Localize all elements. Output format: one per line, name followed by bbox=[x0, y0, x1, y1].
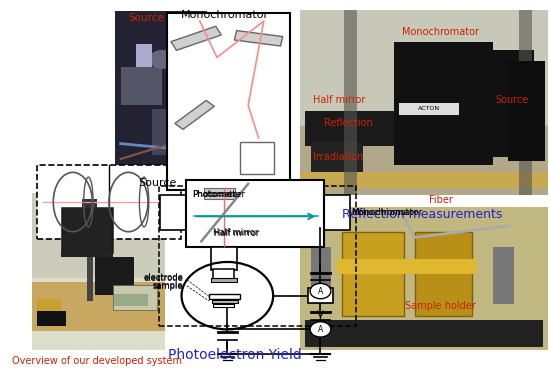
Bar bbox=[323, 195, 350, 230]
Bar bbox=[95, 257, 134, 295]
Text: Reflection: Reflection bbox=[323, 118, 372, 128]
Text: Photoelectron Yield: Photoelectron Yield bbox=[168, 348, 302, 362]
Bar bbox=[116, 11, 207, 174]
Text: Monochromator: Monochromator bbox=[181, 10, 269, 20]
Bar bbox=[508, 61, 545, 161]
Bar bbox=[160, 195, 186, 230]
Text: Monochromator: Monochromator bbox=[351, 208, 422, 217]
Bar bbox=[81, 199, 97, 209]
Circle shape bbox=[149, 50, 175, 69]
Bar bbox=[311, 142, 362, 172]
Bar bbox=[113, 285, 157, 310]
Text: Monochromator: Monochromator bbox=[351, 208, 417, 218]
Bar bbox=[482, 50, 535, 157]
Bar bbox=[415, 232, 472, 316]
Text: sample: sample bbox=[153, 282, 184, 291]
Bar bbox=[168, 13, 290, 190]
Bar bbox=[152, 109, 178, 155]
Text: Reflection measurements: Reflection measurements bbox=[342, 208, 503, 221]
Text: Half mirror: Half mirror bbox=[213, 228, 258, 237]
Polygon shape bbox=[234, 31, 283, 46]
Text: Half mirror: Half mirror bbox=[214, 229, 260, 238]
Bar bbox=[211, 247, 236, 270]
Polygon shape bbox=[175, 100, 214, 129]
Bar bbox=[213, 269, 234, 280]
Bar bbox=[240, 142, 274, 174]
Text: Photometer: Photometer bbox=[192, 190, 241, 199]
Text: Photometer: Photometer bbox=[192, 190, 245, 198]
Bar bbox=[204, 195, 235, 199]
Bar bbox=[136, 44, 152, 67]
Bar bbox=[120, 67, 162, 105]
Bar bbox=[213, 304, 234, 307]
Bar bbox=[394, 42, 493, 165]
Text: Sample holder: Sample holder bbox=[405, 301, 476, 311]
Bar bbox=[308, 288, 333, 303]
Bar bbox=[114, 294, 148, 306]
Bar bbox=[37, 299, 61, 314]
Text: sample: sample bbox=[152, 281, 183, 290]
Text: Overview of our developed system: Overview of our developed system bbox=[12, 356, 182, 366]
Text: Half mirror: Half mirror bbox=[313, 95, 366, 105]
Bar bbox=[32, 193, 165, 278]
Bar bbox=[63, 208, 111, 251]
Bar bbox=[61, 207, 113, 253]
Bar bbox=[61, 251, 113, 257]
Bar bbox=[344, 10, 358, 195]
Bar bbox=[342, 232, 404, 316]
Bar bbox=[32, 282, 165, 331]
Bar bbox=[399, 103, 459, 115]
Bar bbox=[37, 165, 180, 239]
Circle shape bbox=[310, 283, 331, 299]
Bar bbox=[300, 10, 548, 195]
Text: electrode: electrode bbox=[144, 274, 184, 283]
Text: Irradiation: Irradiation bbox=[313, 152, 364, 162]
Bar bbox=[32, 193, 165, 350]
Bar bbox=[186, 180, 323, 247]
Bar bbox=[305, 320, 543, 347]
Bar bbox=[493, 247, 514, 304]
Polygon shape bbox=[171, 26, 221, 50]
Text: Monochromator: Monochromator bbox=[402, 27, 479, 37]
Circle shape bbox=[174, 83, 192, 97]
Bar bbox=[305, 111, 394, 146]
Text: ACTON: ACTON bbox=[418, 106, 441, 111]
Bar bbox=[211, 278, 236, 282]
Bar bbox=[209, 294, 240, 299]
Bar bbox=[87, 201, 93, 301]
Text: A: A bbox=[318, 286, 323, 296]
Circle shape bbox=[310, 322, 331, 337]
Bar bbox=[311, 247, 332, 304]
Bar bbox=[300, 126, 548, 195]
Bar bbox=[212, 300, 238, 303]
Text: Fiber: Fiber bbox=[429, 195, 453, 205]
Text: electrode: electrode bbox=[143, 273, 183, 282]
Bar bbox=[300, 207, 548, 350]
Text: Source: Source bbox=[129, 13, 164, 23]
Bar bbox=[519, 10, 532, 195]
Bar bbox=[204, 188, 235, 193]
Bar bbox=[158, 186, 356, 326]
Text: A: A bbox=[318, 325, 323, 334]
Bar bbox=[300, 172, 548, 188]
Text: Source: Source bbox=[496, 95, 529, 105]
Bar bbox=[337, 259, 477, 274]
Bar bbox=[300, 10, 548, 126]
Bar bbox=[37, 311, 66, 326]
Text: Source: Source bbox=[138, 178, 177, 188]
